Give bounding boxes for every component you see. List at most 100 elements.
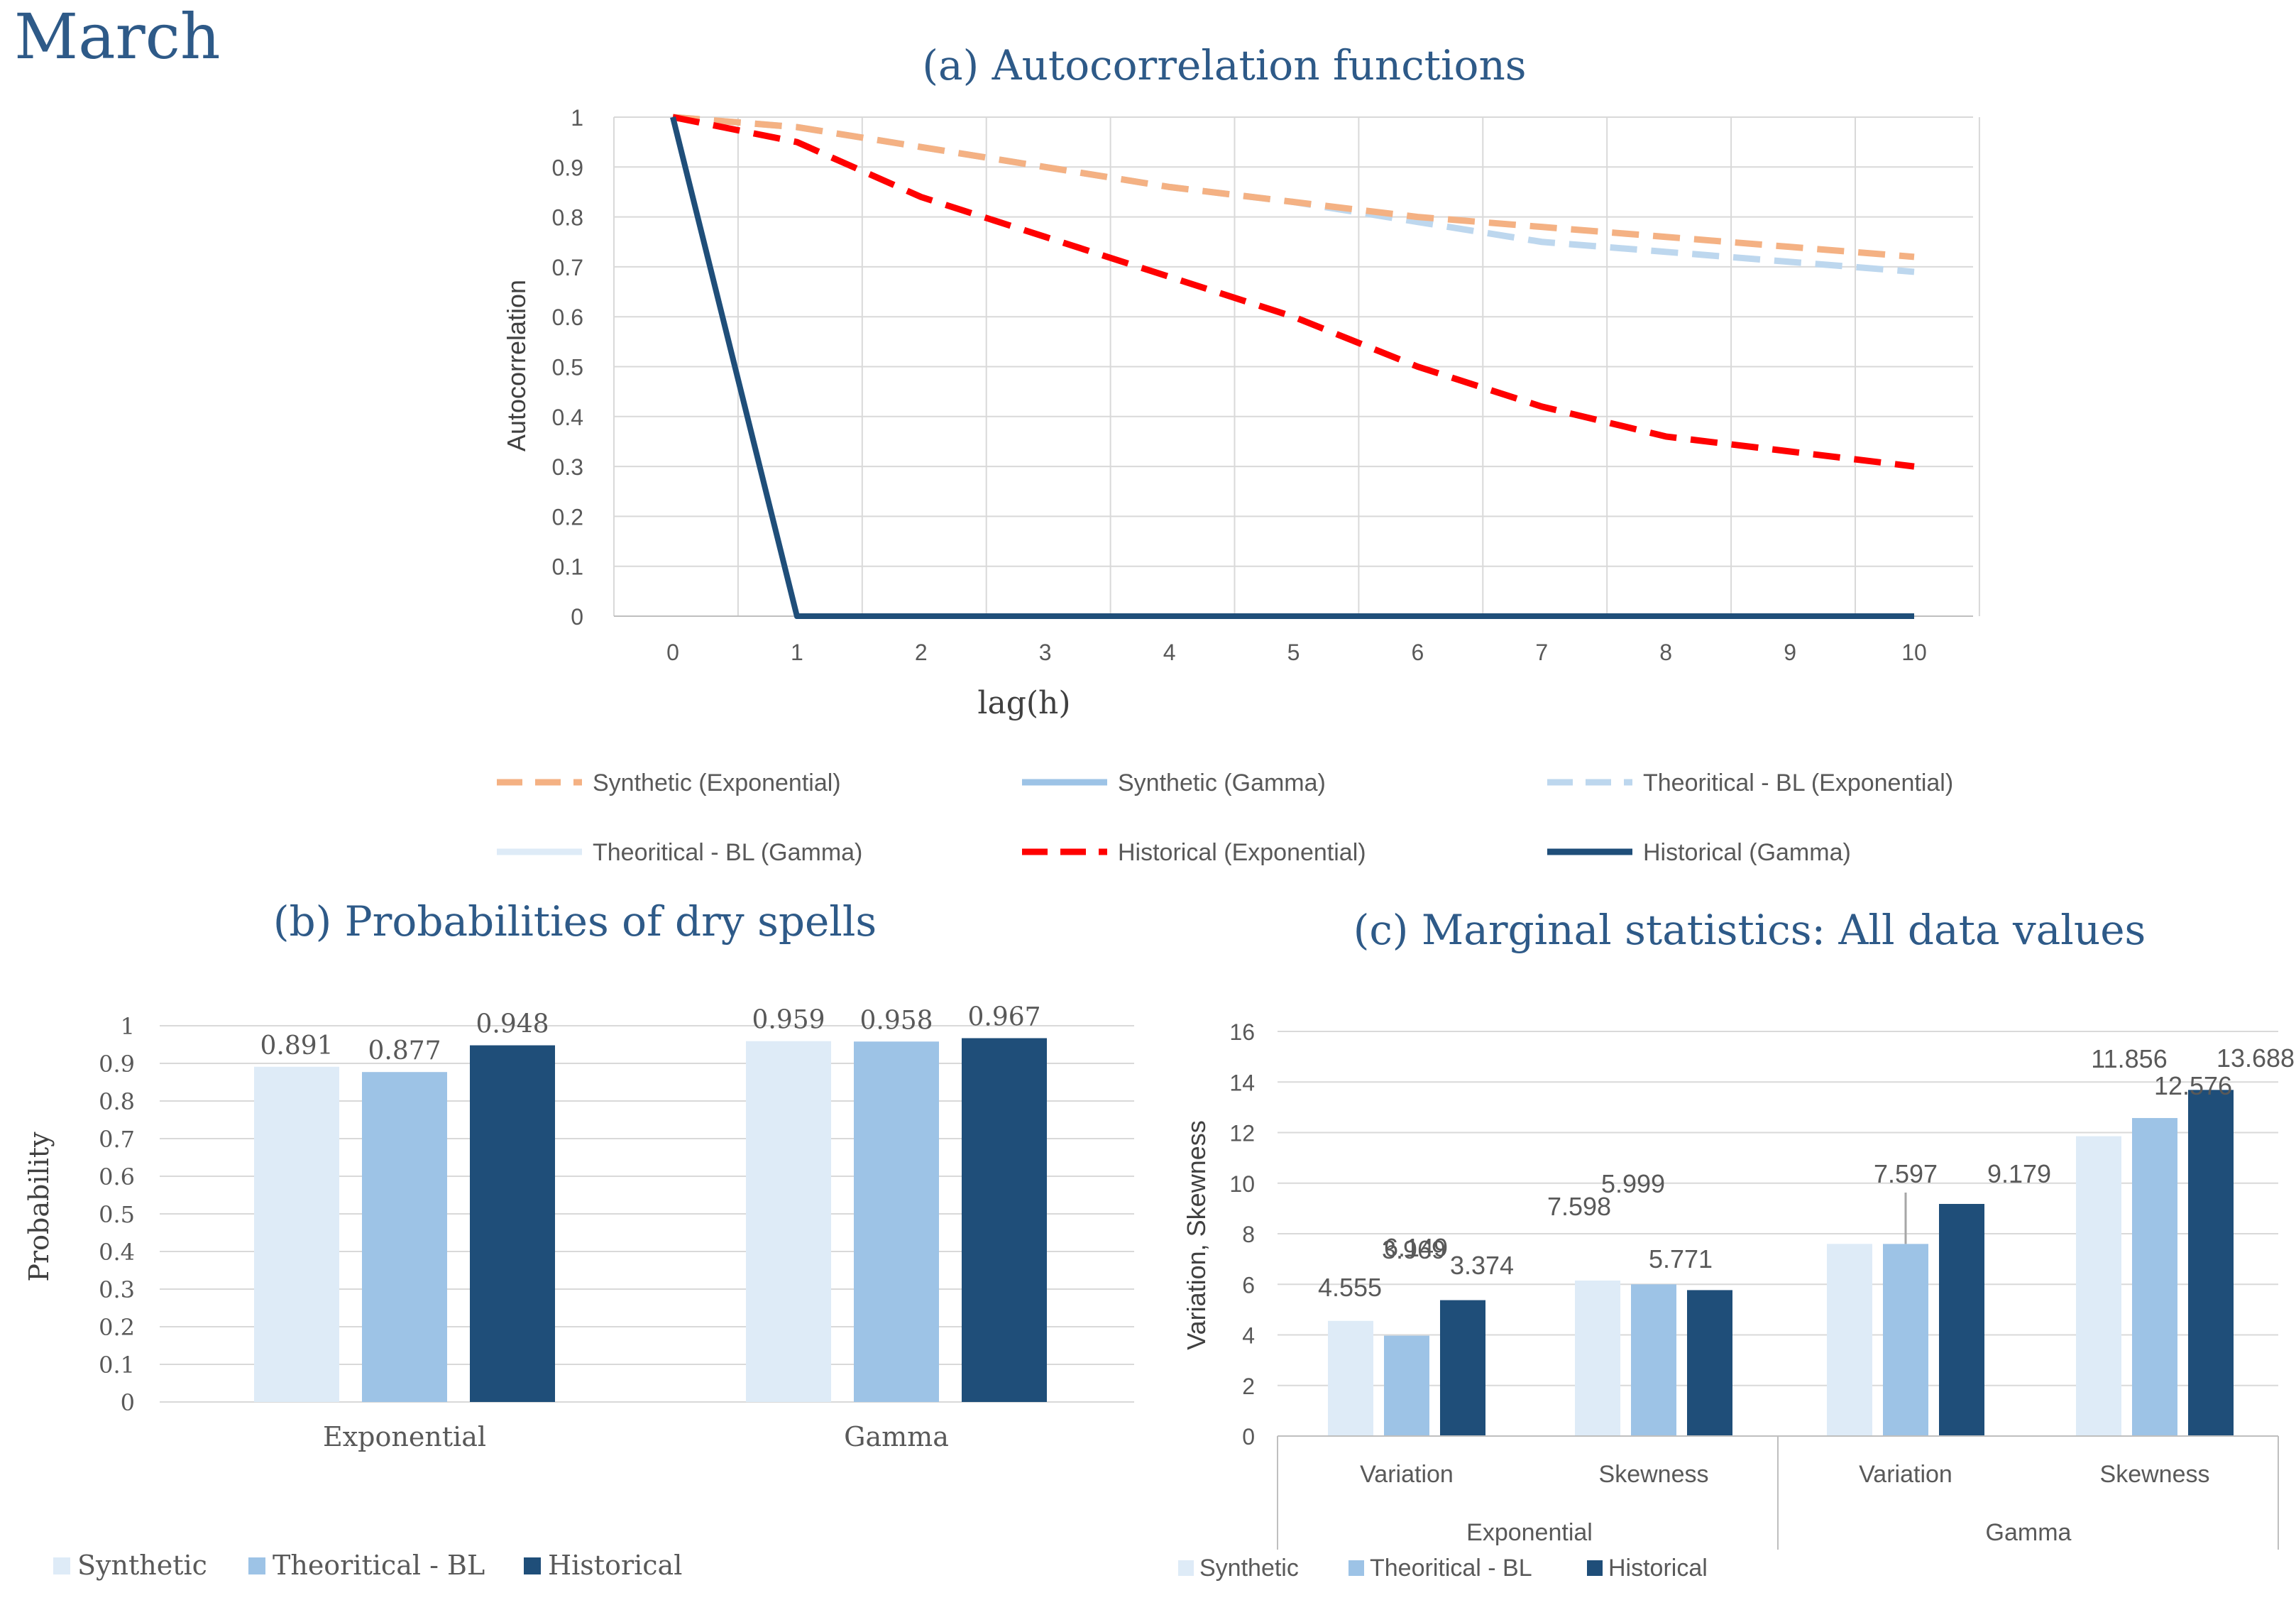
y-tick-label: 0.5 [552,355,583,380]
group-label: Gamma [1986,1519,2072,1546]
x-tick-label: 6 [1412,640,1424,665]
y-tick-label: 0 [121,1389,135,1416]
y-tick-label: 0.1 [99,1352,135,1379]
y-tick-label: 0 [571,604,583,630]
legend-label: Theoritical - BL (Exponential) [1643,769,1953,796]
data-label: 7.597 [1874,1159,1938,1188]
series-line-3 [672,114,1915,275]
y-tick-label: 10 [1229,1171,1255,1197]
bar [2188,1090,2234,1436]
bar [1631,1284,1676,1436]
legend-swatch [524,1557,541,1574]
x-tick-label: 1 [791,640,803,665]
y-tick-label: 0.4 [552,405,583,430]
y-tick-label: 0.7 [99,1126,135,1153]
y-tick-label: 12 [1229,1121,1255,1146]
data-label: 12.576 [2154,1071,2232,1100]
legend-label: Synthetic [77,1550,207,1581]
bar [1883,1244,1928,1436]
bar [1440,1300,1485,1436]
bar [362,1072,447,1402]
data-label: 0.948 [476,1010,549,1039]
y-tick-label: 2 [1242,1374,1255,1399]
legend-label: Synthetic (Exponential) [593,769,841,796]
x-tick-label: 0 [666,640,679,665]
y-tick-label: 1 [571,105,583,131]
y-tick-label: 0.8 [99,1088,135,1115]
data-label: 7.598 [1547,1192,1611,1221]
y-tick-label: 8 [1242,1222,1255,1247]
legend-swatch [1587,1560,1603,1576]
data-label: 3.374 [1450,1251,1514,1280]
legend-label: Historical [548,1550,682,1581]
bar [1939,1203,1984,1436]
data-label: 11.856 [2091,1044,2167,1073]
y-tick-label: 0.3 [99,1276,135,1303]
x-tick-label: 9 [1784,640,1796,665]
legend-label: Theoritical - BL [273,1550,485,1581]
x-tick-label: 5 [1287,640,1300,665]
data-label: 3.969 [1382,1235,1446,1264]
y-tick-label: 0.9 [99,1051,135,1078]
chart-a-xlabel: lag(h) [977,685,1070,721]
y-tick-label: 14 [1229,1070,1255,1095]
bar [254,1066,339,1402]
chart-dry-spells: (b) Probabilities of dry spells Probabil… [23,897,1134,1581]
category-label: Exponential [323,1421,486,1452]
chart-b-ylabel: Probability [23,1132,55,1282]
y-tick-label: 0.2 [552,504,583,530]
bar [1575,1280,1620,1436]
chart-b-title: (b) Probabilities of dry spells [273,897,877,946]
bar [962,1038,1047,1402]
legend-label: Theoritical - BL [1370,1555,1532,1582]
data-label: 0.877 [368,1036,441,1066]
legend-label: Historical [1608,1555,1708,1582]
page-title: March [14,0,221,73]
x-tick-label: 7 [1535,640,1548,665]
bar [2076,1136,2121,1436]
y-tick-label: 16 [1229,1019,1255,1045]
y-tick-label: 6 [1242,1272,1255,1298]
legend-swatch [53,1557,70,1574]
y-tick-label: 0.9 [552,155,583,180]
legend-label: Synthetic (Gamma) [1118,769,1326,796]
legend-swatch [248,1557,265,1574]
chart-marginal-statistics: (c) Marginal statistics: All data values… [1178,906,2295,1582]
group-label: Exponential [1466,1519,1593,1546]
y-tick-label: 0.6 [99,1163,135,1190]
data-label: 9.179 [1987,1159,2051,1188]
bar [746,1041,831,1402]
y-tick-label: 0.6 [552,305,583,330]
bar [854,1041,939,1402]
bar [1687,1290,1732,1436]
data-label: 5.771 [1649,1244,1713,1273]
bar [1328,1320,1373,1436]
chart-a-ylabel: Autocorrelation [502,280,531,451]
x-tick-label: 4 [1163,640,1176,665]
y-tick-label: 4 [1242,1323,1255,1349]
y-tick-label: 1 [121,1013,135,1040]
bar [470,1045,555,1402]
chart-autocorrelation: (a) Autocorrelation functions lag(h) Aut… [497,41,1980,866]
legend-swatch [1349,1560,1364,1576]
series-line-5 [672,114,1915,470]
bar [1384,1335,1429,1436]
category-label: Variation [1360,1461,1454,1488]
y-tick-label: 0.8 [552,205,583,231]
data-label: 0.959 [752,1006,825,1035]
bar [1827,1244,1872,1436]
data-label: 0.958 [859,1006,933,1035]
legend-label: Theoritical - BL (Gamma) [593,839,862,866]
y-tick-label: 0 [1242,1424,1255,1450]
data-label: 0.891 [260,1031,333,1061]
series-line-6 [670,116,1914,619]
chart-a-title: (a) Autocorrelation functions [922,41,1526,89]
legend-label: Synthetic [1199,1555,1299,1582]
category-label: Skewness [2100,1461,2210,1488]
category-label: Variation [1859,1461,1952,1488]
y-tick-label: 0.1 [552,554,583,580]
y-tick-label: 0.2 [99,1314,135,1341]
legend-label: Historical (Gamma) [1643,839,1851,866]
bar [2132,1117,2177,1436]
